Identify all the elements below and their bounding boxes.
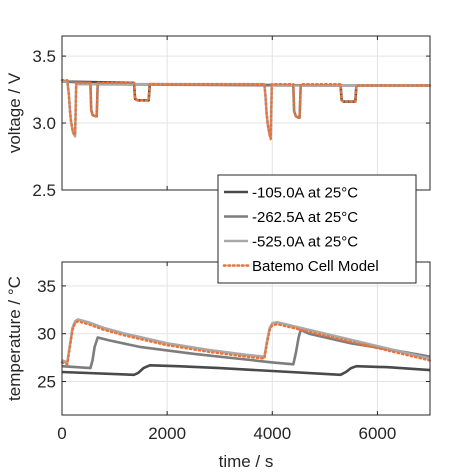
temperature-grid	[61, 262, 430, 415]
legend-label-105-0a-at-25-c: -105.0A at 25°C	[252, 185, 358, 202]
temperature-y-tick-label: 35	[37, 277, 56, 296]
time-x-tick-label: 4000	[253, 424, 291, 443]
legend-label-batemo-cell-model: Batemo Cell Model	[252, 258, 379, 275]
temperature-y-axis-label: temperature / °C	[5, 276, 24, 401]
voltage-y-tick-label: 2.5	[32, 181, 56, 200]
temperature-series	[60, 318, 432, 377]
temperature-y-ticks: 25 30 35	[37, 277, 430, 392]
legend-box	[217, 174, 417, 284]
temperature-y-tick-label: 25	[37, 373, 56, 392]
time-x-axis-label: time / s	[219, 452, 274, 471]
temperature-panel: 25 30 35 0 2000 4000 6000 temperature / °C ti…	[5, 261, 432, 471]
voltage-y-ticks: 2.5 3.0 3.5	[32, 36, 430, 200]
legend-label-262-5a-at-25-c: -262.5A at 25°C	[252, 209, 358, 226]
voltage-series	[60, 79, 432, 141]
legend-items: -105.0A at 25°C -262.5A at 25°C -525.0A at…	[222, 185, 379, 275]
voltage-grid	[61, 36, 430, 191]
time-x-ticks: 0 2000 4000 6000	[57, 262, 396, 443]
temperature-y-tick-label: 30	[37, 325, 56, 344]
temperature-axes-frame	[61, 261, 431, 416]
time-x-tick-label: 0	[57, 424, 66, 443]
legend-label-525-0a-at-25-c: -525.0A at 25°C	[252, 234, 358, 251]
voltage-y-tick-label: 3.0	[32, 114, 56, 133]
temperature-series-262-5a-at-25-c	[61, 328, 431, 370]
voltage-panel: 2.5 3.0 3.5 voltage / V	[5, 35, 432, 200]
voltage-series-525-0a-at-25-c	[62, 80, 430, 140]
voltage-axes-frame	[61, 35, 431, 191]
temperature-series-batemo-cell-model	[60, 320, 432, 366]
voltage-y-axis-label: voltage / V	[5, 72, 24, 153]
time-x-tick-label: 2000	[148, 424, 186, 443]
voltage-series-batemo-cell-model	[60, 79, 432, 141]
voltage-series-262-5a-at-25-c	[61, 80, 430, 119]
temperature-series-105-0a-at-25-c	[61, 364, 431, 377]
time-x-tick-label: 6000	[359, 424, 397, 443]
voltage-y-tick-label: 3.5	[32, 47, 56, 66]
legend: -105.0A at 25°C -262.5A at 25°C -525.0A at…	[217, 174, 417, 284]
